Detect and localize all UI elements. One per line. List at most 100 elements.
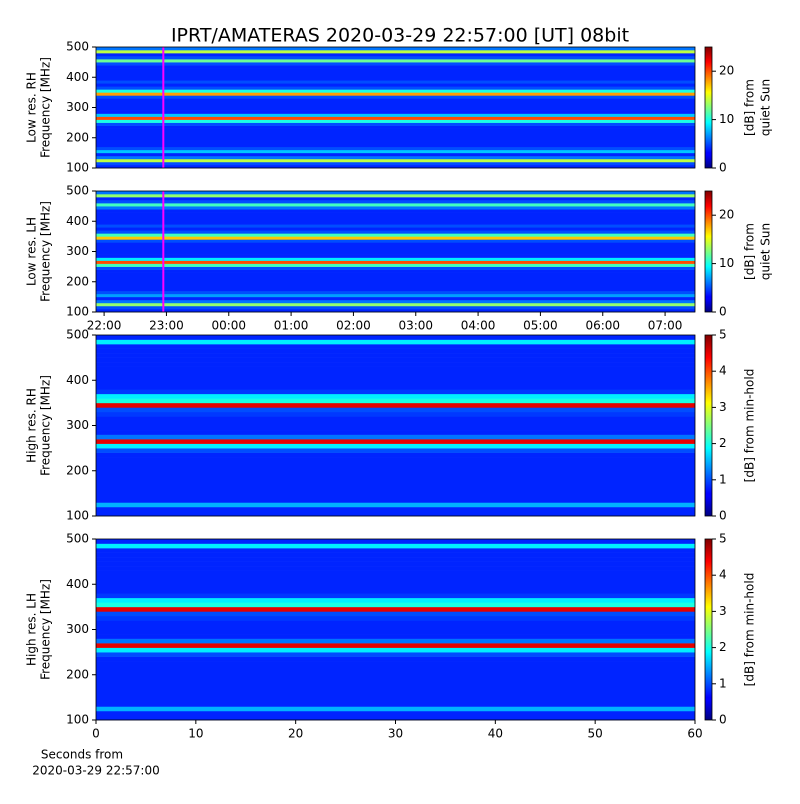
spectrum-row <box>96 164 695 169</box>
spectrum-row <box>96 203 695 207</box>
x-tick-label: 05:00 <box>523 319 558 333</box>
colorbar-tick-label: 10 <box>719 256 734 270</box>
spectrum-row <box>96 116 695 120</box>
colorbar-label: [dB] from <box>743 79 757 136</box>
spectrum-row <box>96 439 695 444</box>
spectrum-row <box>96 470 695 476</box>
spectrum-row <box>96 384 695 390</box>
spectrum-row <box>96 89 695 93</box>
spectrum-row <box>96 393 695 399</box>
spectrum-row <box>96 254 695 258</box>
spectrum-row <box>96 588 695 594</box>
y-axis-label: Frequency [MHz] <box>39 201 53 302</box>
colorbar-tick-label: 0 <box>719 161 727 175</box>
x-tick-label: 0 <box>92 727 100 741</box>
spectrum-row <box>96 104 695 108</box>
colorbar-tick-label: 2 <box>719 640 727 654</box>
spectrum-row <box>96 371 695 377</box>
spectrum-row <box>96 502 695 508</box>
spectrum-row <box>96 602 695 608</box>
y-tick-label: 400 <box>66 214 89 228</box>
spectrum-row <box>96 335 695 340</box>
x-axis-label: Seconds from <box>41 748 123 762</box>
spectrum-row <box>96 647 695 653</box>
x-tick-label: 40 <box>488 727 503 741</box>
x-tick-label: 20 <box>288 727 303 741</box>
spectrum-row <box>96 68 695 72</box>
colorbar-tick-label: 4 <box>719 568 727 582</box>
spectrum-row <box>96 688 695 694</box>
spectrum-row <box>96 402 695 408</box>
spectrum-row <box>96 293 695 298</box>
spectrum-row <box>96 634 695 639</box>
spectrum-row <box>96 251 695 255</box>
spectrum-row <box>96 430 695 435</box>
spectrum-row <box>96 380 695 386</box>
spectrum-row <box>96 643 695 648</box>
figure-title: IPRT/AMATERAS 2020-03-29 22:57:00 [UT] 0… <box>171 25 629 47</box>
x-tick-label: 06:00 <box>585 319 620 333</box>
spectrum-row <box>96 245 695 249</box>
spectrum-row <box>96 561 695 567</box>
x-tick-label: 04:00 <box>461 319 496 333</box>
spectrum-row <box>96 638 695 644</box>
spectrum-row <box>96 629 695 635</box>
spectrum-row <box>96 281 695 286</box>
spectrum-row <box>96 296 695 301</box>
spectrum-row <box>96 269 695 273</box>
y-tick-label: 400 <box>66 577 89 591</box>
spectrum-row <box>96 308 695 313</box>
spectrum-row <box>96 488 695 494</box>
spectrum-row <box>96 146 695 151</box>
spectrum-row <box>96 506 695 512</box>
spectrum-row <box>96 194 695 198</box>
spectrum-row <box>96 683 695 689</box>
y-tick-label: 500 <box>66 328 89 342</box>
colorbar-tick-label: 5 <box>719 532 727 546</box>
spectrum-row <box>96 552 695 558</box>
spectrum-row <box>96 119 695 123</box>
colorbar-tick-label: 3 <box>719 604 727 618</box>
spectrum-row <box>96 161 695 166</box>
spectrum-row <box>96 665 695 671</box>
spectrum-row <box>96 448 695 453</box>
spectrum-row <box>96 305 695 310</box>
spectrum-row <box>96 83 695 87</box>
spectrum-row <box>96 606 695 612</box>
spectrum-row <box>96 197 695 201</box>
spectrum-row <box>96 236 695 240</box>
spectrum-row <box>96 461 695 467</box>
spectrum-row <box>96 284 695 289</box>
x-tick-label: 00:00 <box>211 319 246 333</box>
spectrum-row <box>96 670 695 676</box>
x-tick-label: 22:00 <box>87 319 122 333</box>
spectrum-row <box>96 128 695 132</box>
spectrum-row <box>96 242 695 246</box>
spectrum-row <box>96 579 695 585</box>
spectrum-row <box>96 692 695 698</box>
x-tick-label: 23:00 <box>149 319 184 333</box>
spectrum-row <box>96 302 695 307</box>
y-tick-label: 300 <box>66 100 89 114</box>
spectrum-row <box>96 62 695 66</box>
spectrum-row <box>96 548 695 553</box>
spectrum-row <box>96 191 695 195</box>
spectrum-row <box>96 53 695 57</box>
spectrum-row <box>96 152 695 157</box>
y-tick-label: 200 <box>66 274 89 288</box>
colorbar <box>704 46 713 169</box>
spectrum-row <box>96 278 695 283</box>
colorbar-tick-label: 5 <box>719 328 727 342</box>
spectrum-row <box>96 224 695 228</box>
colorbar-label: [dB] from min-hold <box>743 369 757 483</box>
spectrum-row <box>96 539 695 544</box>
spectrum-row <box>96 131 695 136</box>
spectrum-row <box>96 149 695 154</box>
spectrum-row <box>96 212 695 216</box>
colorbar-tick-label: 0 <box>719 713 727 727</box>
y-tick-label: 500 <box>66 532 89 546</box>
spectrum-row <box>96 420 695 426</box>
spectrum-row <box>96 80 695 84</box>
spectrum-row <box>96 215 695 219</box>
spectrum-row <box>96 65 695 69</box>
